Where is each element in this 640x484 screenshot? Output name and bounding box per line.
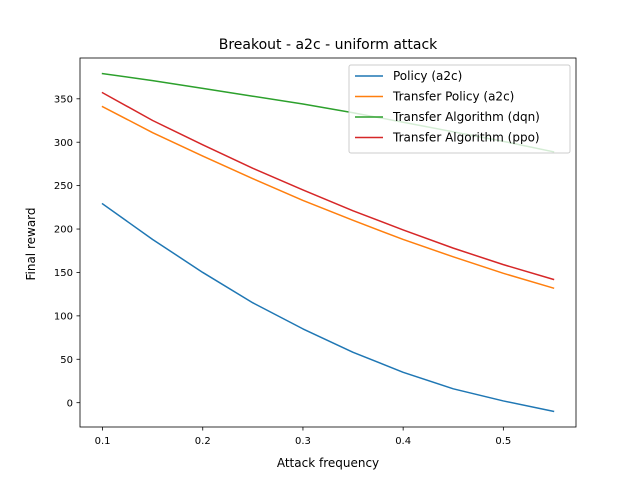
legend-box [348,64,571,154]
x-axis-label: Attack frequency [277,456,379,470]
x-tick-label: 0.2 [195,436,211,447]
plot-frame [79,57,577,428]
x-tick-label: 0.1 [95,436,111,447]
series-layer [101,72,555,413]
y-tick-label: 100 [54,311,73,322]
legend: Policy (a2c) Transfer Policy (a2c) Transfe… [348,64,571,154]
y-tick-label: 50 [60,355,73,366]
y-tick-label: 150 [54,268,73,279]
axes-layer: 0.1 0.2 0.3 0.4 0.5 0 50 100 150 200 250 300 350 [54,57,577,447]
x-tick-label: 0.3 [295,436,311,447]
series-line-4 [101,91,555,281]
y-tick-label: 300 [54,138,73,149]
legend-label-1: Policy (a2c) [393,69,462,83]
chart-title: Breakout - a2c - uniform attack [219,37,438,53]
y-tick-label: 350 [54,94,73,105]
legend-label-2: Transfer Policy (a2c) [392,90,514,104]
y-tick-label: 200 [54,225,73,236]
legend-label-4: Transfer Algorithm (ppo) [392,131,540,145]
y-tick-label: 250 [54,181,73,192]
series-line-2 [101,105,555,290]
y-tick-label: 0 [67,398,73,409]
legend-label-3: Transfer Algorithm (dqn) [392,110,540,124]
series-line-1 [101,202,555,413]
y-axis-label: Final reward [24,207,38,280]
x-tick-label: 0.5 [495,436,511,447]
x-tick-label: 0.4 [395,436,411,447]
